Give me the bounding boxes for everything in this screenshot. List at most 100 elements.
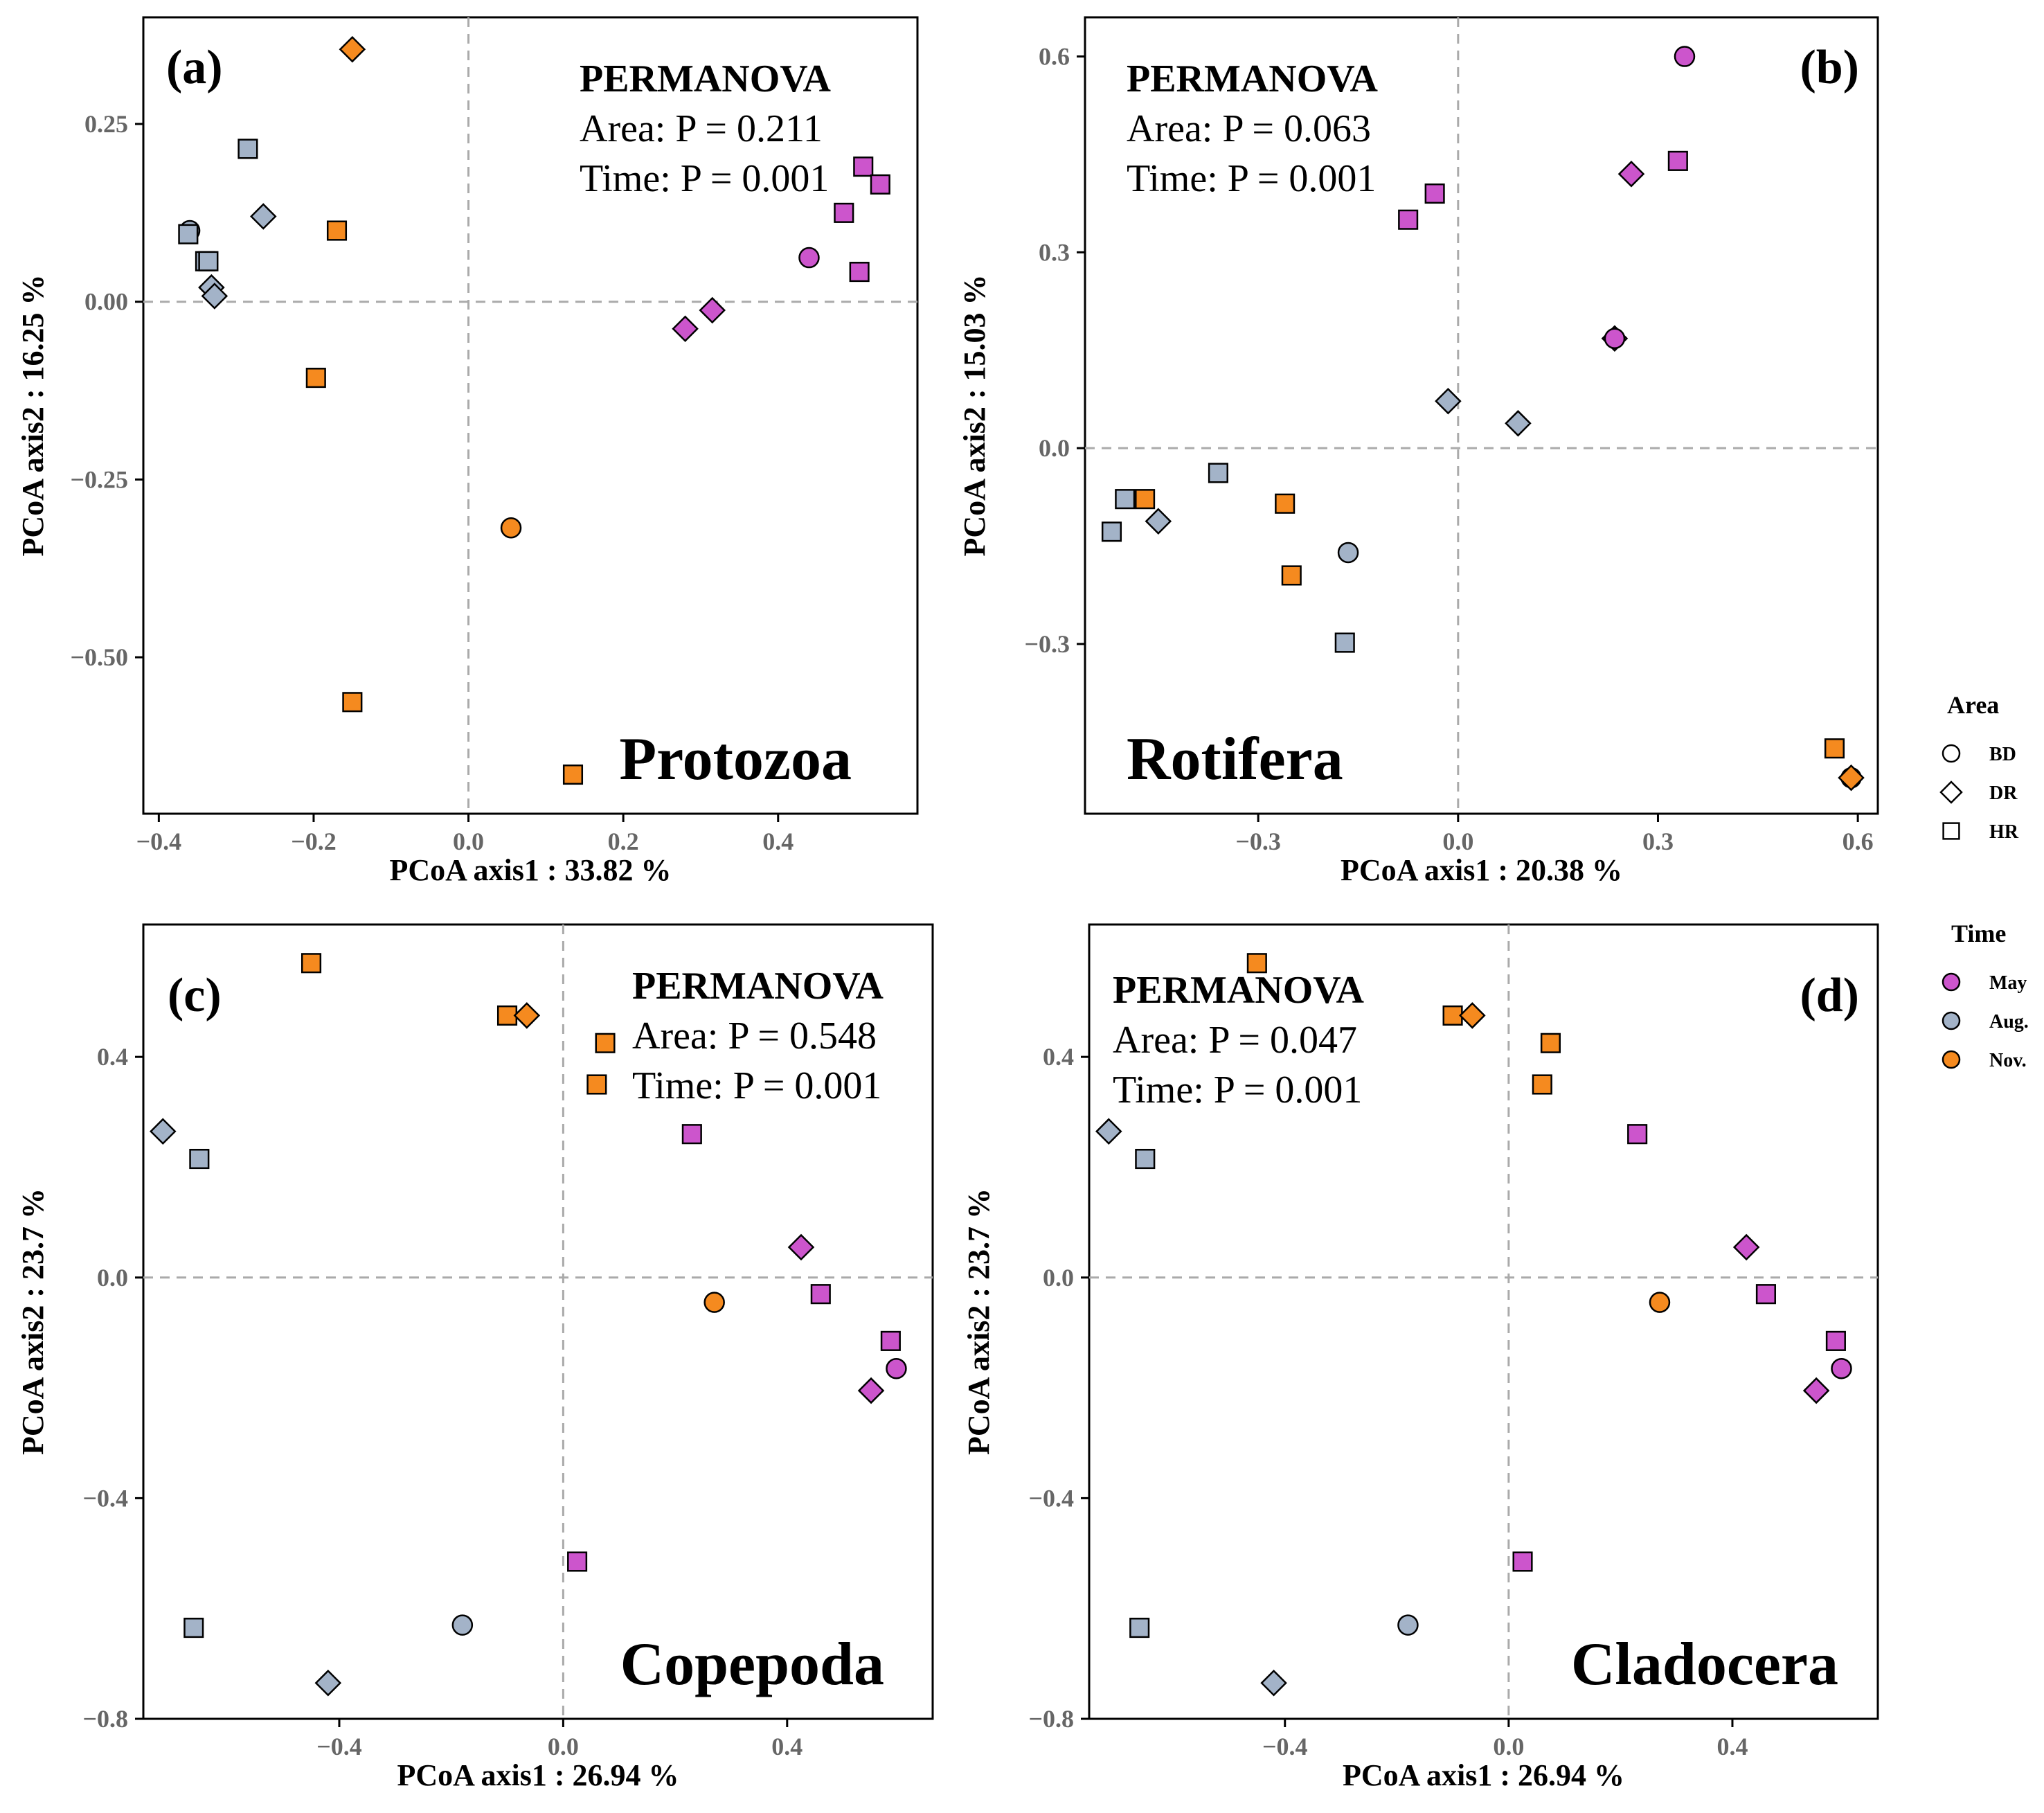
legend-area-bd-marker	[1942, 744, 1961, 763]
data-point-bd-aug	[1397, 1614, 1419, 1636]
y-axis-title: PCoA axis2 : 15.03 %	[958, 275, 992, 557]
data-point-bd-may	[1831, 1357, 1852, 1379]
data-point-hr-may	[834, 202, 854, 223]
permanova-annotation: PERMANOVA Area: P = 0.063 Time: P = 0.001	[1127, 57, 1379, 200]
data-point-hr-nov	[1532, 1074, 1552, 1095]
legend-area-title: Area	[1947, 691, 1999, 719]
legend-area-dr-label: DR	[1989, 783, 2018, 804]
data-point-dr-aug	[1505, 410, 1532, 437]
data-point-hr-aug	[1129, 1618, 1150, 1638]
data-point-bd-aug	[1337, 542, 1359, 564]
data-point-hr-may	[810, 1284, 831, 1305]
y-tick-label: 0.4	[97, 1043, 128, 1071]
data-point-hr-may	[681, 1124, 702, 1145]
data-point-bd-may	[886, 1357, 907, 1379]
permanova-time: Time: P = 0.001	[1127, 157, 1376, 200]
data-point-hr-may	[1424, 183, 1445, 204]
data-point-bd-aug	[451, 1614, 474, 1636]
taxon-name: Protozoa	[619, 726, 852, 793]
data-point-bd-may	[798, 247, 820, 269]
data-point-hr-may	[870, 174, 890, 195]
data-point-hr-may	[853, 157, 874, 177]
legend-time-title: Time	[1951, 920, 2006, 947]
data-point-dr-aug	[250, 203, 277, 230]
y-tick-label: 0.6	[1039, 43, 1070, 71]
y-tick-label: 0.0	[1043, 1264, 1074, 1292]
data-point-hr-may	[1667, 150, 1688, 171]
data-point-bd-nov	[703, 1292, 725, 1313]
x-tick-label: −0.3	[1235, 828, 1281, 855]
panel-letter: (c)	[168, 969, 222, 1022]
data-point-dr-may	[857, 1377, 885, 1404]
data-point-hr-aug	[237, 139, 258, 159]
data-point-dr-nov	[1459, 1002, 1486, 1029]
data-point-dr-nov	[339, 35, 366, 63]
y-axis-title: PCoA axis2 : 23.7 %	[16, 1188, 50, 1455]
data-point-dr-aug	[1095, 1118, 1122, 1145]
y-tick-label: −0.4	[1028, 1484, 1074, 1512]
x-tick-label: 0.3	[1642, 828, 1674, 855]
y-tick-label: −0.3	[1024, 630, 1070, 658]
permanova-area: Area: P = 0.047	[1113, 1019, 1357, 1062]
permanova-time: Time: P = 0.001	[632, 1064, 881, 1107]
x-tick-label: 0.4	[762, 828, 794, 855]
legend-time-aug-label: Aug.	[1989, 1011, 2029, 1033]
permanova-area: Area: P = 0.063	[1127, 107, 1371, 150]
data-point-dr-aug	[1260, 1669, 1287, 1697]
legend: Area BD DR HR Time May Aug. Nov.	[1939, 691, 2029, 1071]
x-tick-label: 0.2	[608, 828, 639, 855]
permanova-area: Area: P = 0.211	[580, 107, 823, 150]
y-tick-label: −0.50	[70, 643, 128, 671]
y-tick-label: 0.0	[97, 1264, 128, 1292]
data-point-hr-nov	[1246, 953, 1267, 974]
data-point-hr-nov	[586, 1074, 607, 1095]
data-point-dr-may	[699, 296, 726, 324]
data-point-hr-nov	[496, 1005, 518, 1026]
data-point-hr-nov	[1540, 1033, 1561, 1053]
data-point-bd-may	[1674, 46, 1696, 67]
data-point-hr-nov	[1135, 489, 1156, 510]
data-point-dr-aug	[314, 1669, 342, 1697]
data-point-hr-nov	[301, 953, 322, 974]
legend-time-nov-marker	[1942, 1050, 1961, 1069]
y-tick-label: 0.0	[1039, 434, 1070, 462]
data-point-hr-nov	[1275, 493, 1296, 514]
legend-area-hr-label: HR	[1989, 821, 2019, 843]
x-axis-title: PCoA axis1 : 20.38 %	[1341, 853, 1622, 887]
taxon-name: Rotifera	[1127, 726, 1343, 793]
y-axis-title: PCoA axis2 : 16.25 %	[16, 275, 50, 557]
permanova-title: PERMANOVA	[580, 57, 832, 100]
data-point-dr-aug	[201, 283, 228, 310]
panel-c-copepoda: −0.4 0.0 0.4 −0.8 −0.4 0.0 0.4 PCoA axis1 : 26.…	[16, 923, 934, 1792]
data-point-dr-may	[1617, 160, 1645, 188]
x-axis-title: PCoA axis1 : 33.82 %	[390, 853, 672, 887]
plot-frame	[1084, 16, 1879, 815]
panel-a-protozoa: −0.4 −0.2 0.0 0.2 0.4 −0.50 −0.25 0.00 0.25 PCoA …	[16, 16, 919, 887]
data-point-hr-aug	[1135, 1148, 1156, 1170]
panel-letter: (d)	[1800, 969, 1859, 1022]
data-point-hr-may	[567, 1551, 588, 1572]
legend-time-aug-marker	[1942, 1011, 1961, 1030]
y-tick-label: 0.3	[1039, 238, 1070, 266]
legend-time-nov-label: Nov.	[1989, 1050, 2027, 1071]
data-point-dr-aug	[1145, 508, 1172, 535]
x-tick-label: −0.4	[316, 1733, 362, 1760]
permanova-title: PERMANOVA	[1127, 57, 1379, 100]
legend-area-hr-marker	[1942, 822, 1960, 840]
x-tick-label: 0.0	[1493, 1733, 1524, 1760]
data-point-hr-may	[1627, 1124, 1648, 1145]
data-point-hr-nov	[305, 368, 326, 388]
y-tick-label: 0.25	[84, 110, 128, 138]
data-point-hr-aug	[1115, 489, 1136, 510]
data-point-hr-may	[1398, 209, 1419, 230]
permanova-annotation: PERMANOVA Area: P = 0.548 Time: P = 0.001	[632, 965, 884, 1107]
panel-letter: (a)	[166, 41, 223, 94]
legend-time-may-label: May	[1989, 972, 2027, 994]
data-point-dr-aug	[150, 1118, 177, 1145]
data-point-dr-aug	[1435, 387, 1462, 415]
y-tick-label: −0.8	[82, 1705, 128, 1733]
legend-area-bd-label: BD	[1989, 744, 2016, 765]
data-point-dr-may	[787, 1233, 815, 1261]
data-point-dr-nov	[513, 1002, 541, 1029]
x-tick-label: 0.4	[1716, 1733, 1748, 1760]
